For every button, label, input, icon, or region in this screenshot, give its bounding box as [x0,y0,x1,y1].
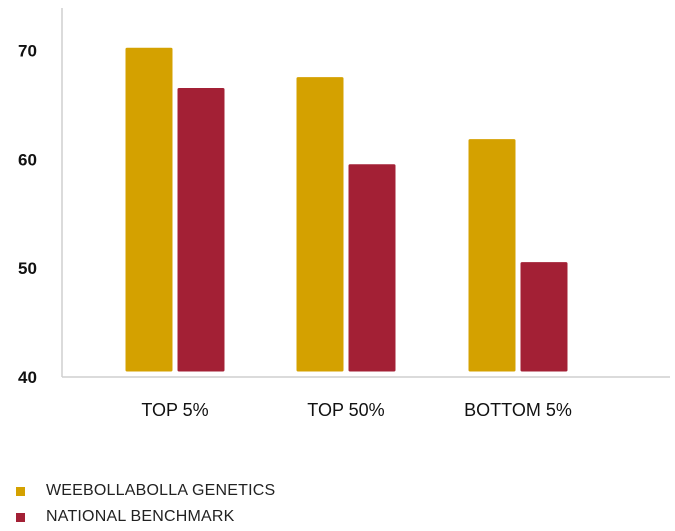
bar-weebollabolla-0 [124,46,174,373]
legend-swatch-weebollabolla [16,486,25,496]
y-tick-label: 70 [18,42,37,61]
x-category-label: TOP 50% [307,400,384,420]
bar-national-benchmark-0 [176,87,226,373]
y-tick-label: 50 [18,259,37,278]
legend-label: NATIONAL BENCHMARK [46,508,235,525]
bar-weebollabolla-1 [295,76,345,373]
chart-bars [124,46,569,373]
x-axis-categories: TOP 5% TOP 50% BOTTOM 5% [141,400,572,420]
bar-weebollabolla-2 [467,138,517,373]
x-category-label: BOTTOM 5% [464,400,572,420]
bar-national-benchmark-2 [519,261,569,373]
chart-legend: WEEBOLLABOLLA GENETICS NATIONAL BENCHMAR… [16,478,275,530]
legend-item-weebollabolla: WEEBOLLABOLLA GENETICS [16,478,275,504]
chart-axes [61,8,670,378]
bar-national-benchmark-1 [347,163,397,373]
bar-chart: 40 50 60 70 TOP 5% TOP 50% BOTTOM 5% [18,8,670,420]
legend-item-national-benchmark: NATIONAL BENCHMARK [16,504,275,530]
y-axis-ticks: 40 50 60 70 [18,42,37,387]
legend-label: WEEBOLLABOLLA GENETICS [46,482,276,499]
x-category-label: TOP 5% [141,400,208,420]
legend-swatch-national-benchmark [16,512,25,522]
y-tick-label: 60 [18,150,37,169]
y-tick-label: 40 [18,368,37,387]
